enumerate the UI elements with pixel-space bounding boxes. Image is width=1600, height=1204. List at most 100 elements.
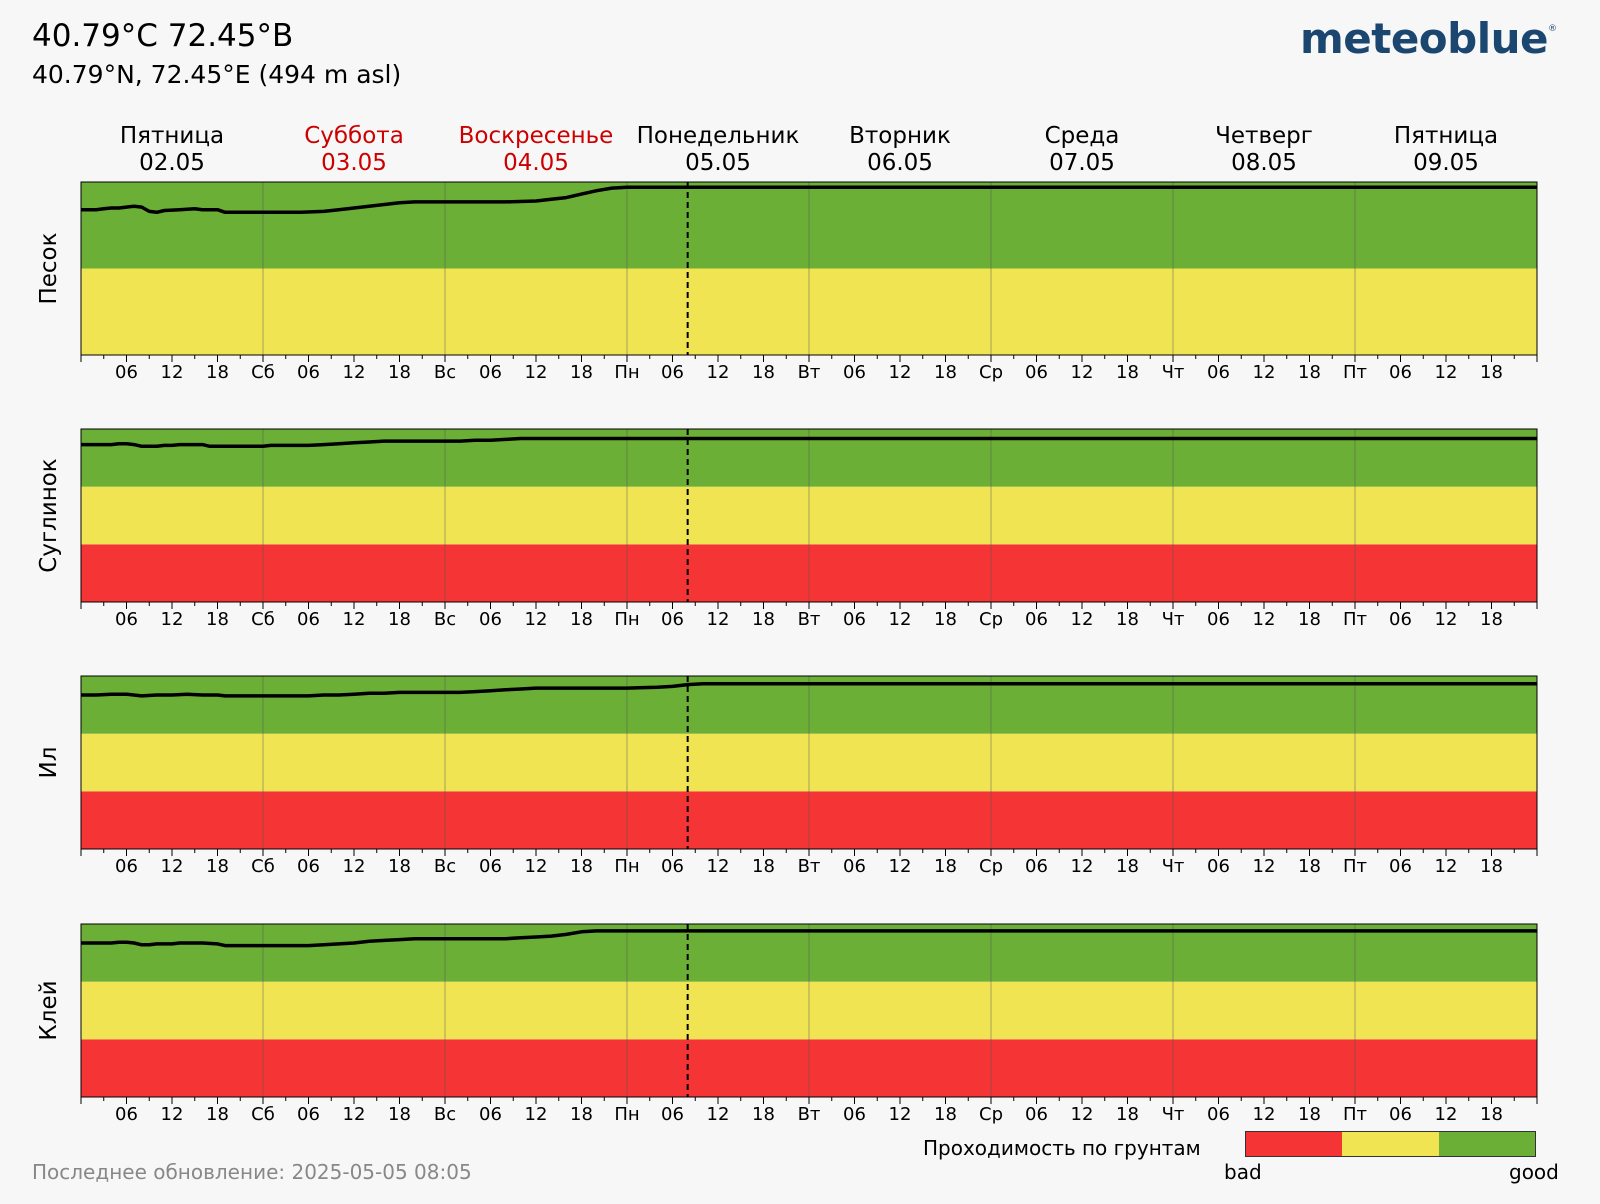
hour-tick-label: 18 [388, 856, 411, 877]
hour-tick-label: 12 [525, 1104, 548, 1125]
hour-tick-label: 06 [843, 362, 866, 383]
hour-tick-label: 12 [1071, 362, 1094, 383]
day-abbr-tick-label: Чт [1162, 609, 1185, 630]
hour-tick-label: 18 [1298, 856, 1321, 877]
day-name-label: Вторник [849, 123, 951, 149]
hour-tick-label: 06 [1207, 609, 1230, 630]
hour-tick-label: 18 [1480, 609, 1503, 630]
day-name-label: Пятница [1394, 123, 1498, 149]
hour-tick-label: 12 [707, 856, 730, 877]
day-name-label: Среда [1045, 123, 1120, 149]
panel-3: 06 12 18 Сб 06 12 18 Вс 06 12 18 Пн 06 12 18 Вт 06 12 18 Ср… [36, 675, 1538, 877]
hour-tick-label: 06 [1207, 856, 1230, 877]
hour-tick-label: 12 [525, 362, 548, 383]
hour-tick-label: 12 [1071, 856, 1094, 877]
hour-tick-label: 18 [206, 856, 229, 877]
day-abbr-tick-label: Вс [434, 1104, 456, 1125]
day-abbr-tick-label: Сб [251, 362, 275, 383]
last-update-text: Последнее обновление: 2025-05-05 08:05 [32, 1160, 472, 1184]
hour-tick-label: 06 [297, 856, 320, 877]
hour-tick-label: 06 [479, 362, 502, 383]
soil-type-label: Клей [36, 980, 62, 1040]
hour-tick-label: 18 [934, 1104, 957, 1125]
hour-tick-label: 12 [525, 856, 548, 877]
hour-tick-label: 06 [115, 1104, 138, 1125]
hour-tick-label: 12 [1435, 362, 1458, 383]
hour-tick-label: 12 [1435, 609, 1458, 630]
hour-tick-label: 06 [1389, 609, 1412, 630]
hour-tick-label: 18 [1298, 362, 1321, 383]
hour-tick-label: 12 [161, 856, 184, 877]
brand-registered-mark: ® [1548, 24, 1557, 34]
hour-tick-label: 18 [752, 856, 775, 877]
hour-tick-label: 12 [161, 1104, 184, 1125]
hour-tick-label: 06 [1025, 362, 1048, 383]
brand-text: meteoblue [1300, 14, 1549, 63]
hour-tick-label: 06 [1389, 1104, 1412, 1125]
panel-2: 06 12 18 Сб 06 12 18 Вс 06 12 18 Пн 06 12 18 Вт 06 12 18 Ср… [36, 428, 1538, 630]
hour-tick-label: 06 [479, 1104, 502, 1125]
hour-tick-label: 12 [1071, 1104, 1094, 1125]
day-date-label: 06.05 [867, 150, 933, 176]
day-abbr-tick-label: Вт [798, 609, 821, 630]
hour-tick-label: 18 [752, 1104, 775, 1125]
panel-1: 06 12 18 Сб 06 12 18 Вс 06 12 18 Пн 06 12 18 Вт 06 12 18 Ср… [36, 181, 1538, 383]
hour-tick-label: 18 [934, 609, 957, 630]
day-name-label: Понедельник [637, 123, 800, 149]
trafficability-line [81, 436, 1537, 449]
hour-tick-label: 18 [1116, 362, 1139, 383]
day-name-label: Суббота [304, 123, 404, 149]
hour-tick-label: 18 [206, 362, 229, 383]
day-abbr-tick-label: Ср [979, 609, 1003, 630]
day-abbr-tick-label: Пн [614, 609, 639, 630]
legend-swatch-good [1438, 1132, 1535, 1156]
day-abbr-tick-label: Вс [434, 362, 456, 383]
hour-tick-label: 12 [1435, 1104, 1458, 1125]
hour-tick-label: 18 [388, 362, 411, 383]
day-date-label: 03.05 [321, 150, 387, 176]
hour-tick-label: 18 [1116, 609, 1139, 630]
day-abbr-tick-label: Сб [251, 856, 275, 877]
hour-tick-label: 18 [388, 609, 411, 630]
hour-tick-label: 12 [707, 362, 730, 383]
day-abbr-tick-label: Вс [434, 856, 456, 877]
day-date-label: 07.05 [1049, 150, 1115, 176]
hour-tick-label: 12 [707, 1104, 730, 1125]
hour-tick-label: 06 [661, 609, 684, 630]
hour-tick-label: 12 [161, 609, 184, 630]
hour-tick-label: 06 [1389, 856, 1412, 877]
soil-type-label: Ил [36, 747, 62, 779]
hour-tick-label: 18 [570, 856, 593, 877]
panel-4: 06 12 18 Сб 06 12 18 Вс 06 12 18 Пн 06 12 18 Вт 06 12 18 Ср… [36, 923, 1538, 1125]
hour-tick-label: 06 [1025, 609, 1048, 630]
hour-tick-label: 06 [661, 362, 684, 383]
hour-tick-label: 18 [206, 1104, 229, 1125]
legend-good-label: good [1509, 1160, 1559, 1184]
trafficability-line [81, 682, 1537, 698]
hour-tick-label: 12 [1253, 609, 1276, 630]
hour-tick-label: 18 [1298, 609, 1321, 630]
hour-tick-label: 12 [161, 362, 184, 383]
day-name-label: Четверг [1215, 123, 1313, 149]
day-date-label: 09.05 [1413, 150, 1479, 176]
day-abbr-tick-label: Пн [614, 856, 639, 877]
hour-tick-label: 06 [297, 362, 320, 383]
trafficability-line [81, 185, 1537, 215]
hour-tick-label: 12 [343, 1104, 366, 1125]
hour-tick-label: 12 [1253, 1104, 1276, 1125]
hour-tick-label: 18 [570, 362, 593, 383]
hour-tick-label: 12 [889, 362, 912, 383]
hour-tick-label: 06 [843, 609, 866, 630]
day-date-label: 04.05 [503, 150, 569, 176]
hour-tick-label: 12 [1071, 609, 1094, 630]
hour-tick-label: 12 [889, 1104, 912, 1125]
legend-bad-label: bad [1224, 1160, 1262, 1184]
day-abbr-tick-label: Пт [1343, 362, 1367, 383]
soil-type-label: Суглинок [36, 458, 62, 573]
day-abbr-tick-label: Вт [798, 856, 821, 877]
day-abbr-tick-label: Пн [614, 1104, 639, 1125]
day-abbr-tick-label: Сб [251, 609, 275, 630]
day-abbr-tick-label: Пт [1343, 1104, 1367, 1125]
meteoblue-logo[interactable]: meteoblue® [1300, 14, 1557, 63]
